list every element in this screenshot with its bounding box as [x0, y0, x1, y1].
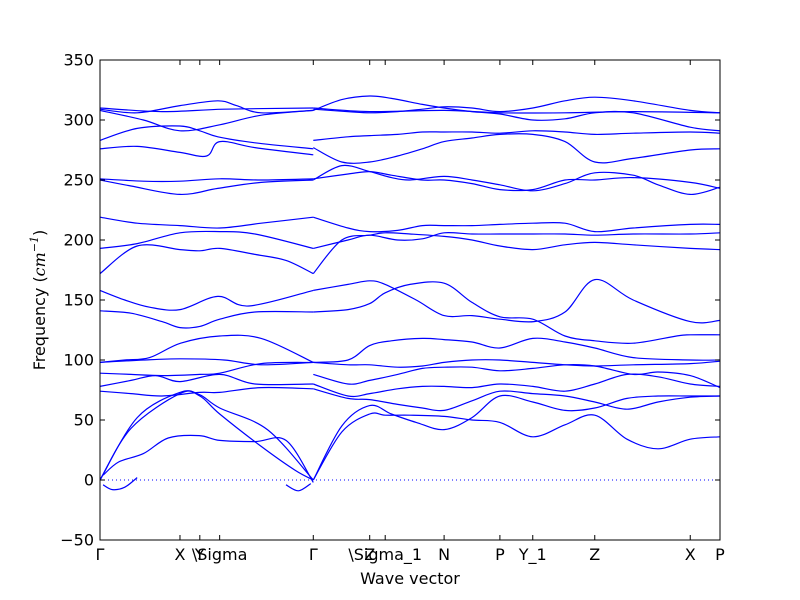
y-ticks: −50 0 50 100 150 200 250 300 350	[60, 51, 720, 550]
x-tick-label: N	[438, 545, 450, 564]
y-tick-label: 300	[63, 111, 94, 130]
y-tick-label: 100	[63, 351, 94, 370]
x-tick-label: Y	[194, 545, 205, 564]
phonon-branch	[99, 390, 314, 481]
phonon-branch	[99, 100, 314, 114]
phonon-branch	[99, 386, 314, 397]
x-tick-label: P	[495, 545, 505, 564]
phonon-branch	[313, 359, 721, 368]
y-axis-title-prefix: Frequency (	[30, 276, 49, 370]
phonon-branch	[102, 477, 138, 491]
phonon-branch	[99, 230, 314, 249]
phonon-branch	[313, 278, 721, 324]
phonon-branch	[313, 388, 721, 412]
x-tick-label: \Sigma_1	[348, 545, 422, 565]
y-axis-title: Frequency (cm−1)	[28, 230, 49, 371]
y-tick-label: 350	[63, 51, 94, 70]
y-axis-title-unit: cm	[30, 252, 49, 276]
phonon-branch	[313, 170, 721, 192]
phonon-branch	[313, 281, 721, 344]
y-tick-label: 200	[63, 231, 94, 250]
phonon-branch	[99, 140, 314, 158]
phonon-branch	[99, 109, 314, 132]
x-tick-label: X	[174, 545, 185, 564]
phonon-branch	[313, 107, 721, 114]
phonon-branch	[99, 125, 314, 150]
phonon-branch	[285, 483, 312, 492]
phonon-branch	[99, 178, 314, 183]
phonon-branch	[99, 244, 314, 275]
phonon-branch	[99, 334, 314, 363]
phonon-branch	[313, 216, 721, 233]
phonon-branch	[99, 358, 314, 366]
phonon-branch	[313, 232, 721, 249]
x-axis-title: Wave vector	[360, 569, 460, 588]
y-tick-label: 250	[63, 171, 94, 190]
phonon-branch	[313, 363, 721, 389]
phonon-branch	[313, 133, 721, 164]
phonon-branch	[313, 337, 721, 363]
phonon-branch	[312, 394, 720, 481]
y-tick-label: 50	[74, 411, 94, 430]
phonon-branch	[99, 390, 314, 481]
phonon-branch	[99, 107, 314, 113]
phonon-branch	[99, 289, 314, 311]
x-ticks: Γ X Y\Sigma Γ Z\Sigma_1 N P Y_1 Z X P	[96, 60, 725, 565]
phonon-branch	[102, 434, 314, 483]
phonon-branch	[312, 412, 721, 481]
phonon-branch	[313, 96, 721, 114]
y-tick-label: 150	[63, 291, 94, 310]
y-tick-label: −50	[60, 531, 94, 550]
x-tick-label: Z	[589, 545, 600, 564]
phonon-branch	[99, 179, 314, 196]
phonon-branch	[313, 373, 721, 398]
x-tick-label: Γ	[96, 545, 105, 564]
x-tick-label: X	[685, 545, 696, 564]
phonon-branch	[313, 130, 721, 141]
x-tick-label: \Sigma	[192, 545, 248, 564]
y-tick-label: 0	[84, 471, 94, 490]
y-axis-title-exponent: −1	[28, 236, 41, 252]
series-layer	[99, 95, 721, 492]
phonon-branch	[313, 164, 721, 196]
plot-area	[100, 60, 720, 540]
y-axis-title-suffix: )	[30, 230, 49, 236]
phonon-branch	[99, 216, 314, 229]
x-tick-label: Y_1	[518, 545, 547, 565]
x-tick-label: P	[715, 545, 725, 564]
phonon-branch	[99, 310, 314, 329]
phonon-branch	[99, 361, 314, 377]
phonon-branch	[99, 373, 314, 387]
x-tick-label: Γ	[309, 545, 318, 564]
x-tick-label: Z	[364, 545, 375, 564]
